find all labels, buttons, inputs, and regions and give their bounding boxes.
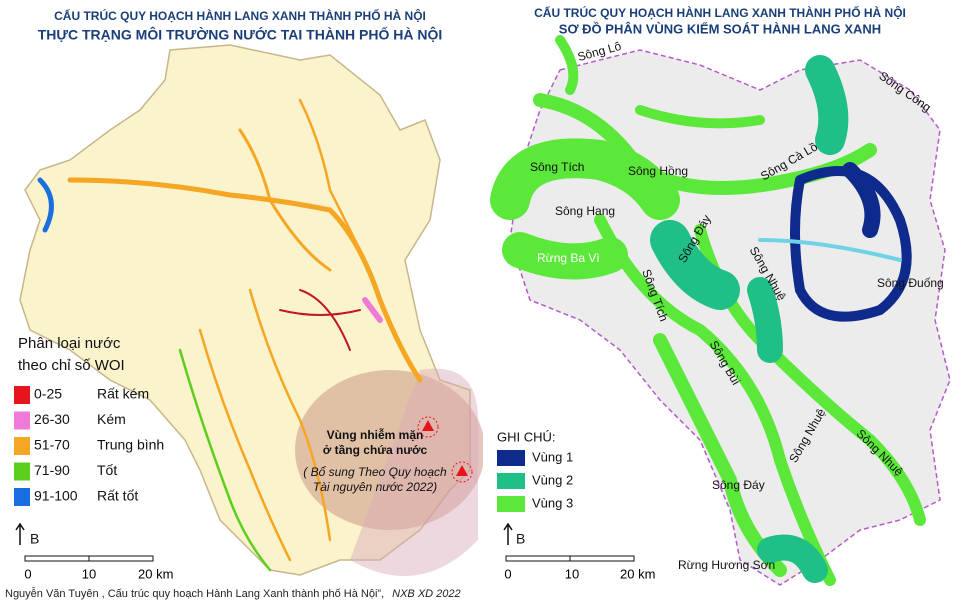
legend-label: Vùng 2 (532, 472, 573, 487)
river-label: Sông Hồng (628, 164, 688, 178)
right-subtitle: SƠ ĐỒ PHÂN VÙNG KIỂM SOÁT HÀNH LANG XANH (559, 21, 881, 36)
legend-swatch (14, 462, 30, 481)
legend-range: 26-30 (34, 411, 70, 427)
legend-swatch (14, 437, 30, 455)
scale-label: 0 (504, 566, 511, 581)
river-label: Sông Hang (555, 204, 615, 218)
site-marker (422, 420, 434, 431)
north-label: B (30, 531, 39, 547)
scale-label: 10 (565, 566, 579, 581)
scale-label: 10 (82, 566, 96, 581)
legend-range: 91-100 (34, 488, 78, 504)
salinity-zone-outer (350, 368, 478, 576)
legend-title: theo chỉ số WOI (18, 357, 125, 374)
north-arrow (15, 522, 25, 545)
credit: Nguyễn Văn Tuyên , Cấu trúc quy hoạch Hà… (5, 587, 461, 600)
credit-publisher: NXB XD 2022 (392, 588, 460, 600)
legend-label: Trung bình (97, 437, 164, 453)
scale-label: 20 km (620, 566, 655, 581)
river-label: Sông Đuống (877, 276, 944, 290)
north-label: B (516, 531, 525, 547)
legend-range: 71-90 (34, 462, 70, 478)
annotation-line: ( Bổ sung Theo Quy hoạch (303, 465, 447, 479)
right-title: CẤU TRÚC QUY HOẠCH HÀNH LANG XANH THÀNH … (534, 5, 906, 20)
legend-swatch (14, 386, 30, 404)
river-label: Sông Đáy (712, 478, 765, 492)
scale-bar (505, 555, 571, 562)
legend-label: Kém (97, 411, 126, 427)
legend-label: Vùng 1 (532, 449, 573, 464)
scale-bar (24, 555, 90, 562)
left-subtitle: THỰC TRẠNG MÔI TRƯỜNG NƯỚC TAI THÀNH PHỐ… (38, 26, 443, 43)
north-arrow (503, 522, 513, 545)
site-marker (456, 465, 468, 476)
legend-label: Vùng 3 (532, 495, 573, 510)
legend-label: Tốt (97, 462, 117, 478)
legend-swatch (497, 473, 525, 489)
annotation-line: ở tầng chứa nước (323, 443, 428, 457)
scale-bar (88, 555, 154, 562)
credit-text: Nguyễn Văn Tuyên , Cấu trúc quy hoạch Hà… (5, 587, 384, 600)
annotation-line: Tài nguyên nước 2022) (313, 480, 437, 494)
legend-swatch (14, 411, 30, 430)
forest-label: Rừng Hương Sơn (678, 558, 775, 572)
legend-range: 0-25 (34, 386, 62, 402)
legend-title: Phân loại nước (18, 335, 121, 352)
river-label: Sông Tích (530, 160, 584, 174)
salinity-annotation: Vùng nhiễm mặn ở tầng chứa nước ( Bổ sun… (303, 427, 447, 494)
legend-swatch (14, 488, 30, 506)
zones (490, 35, 926, 586)
annotation-line: Vùng nhiễm mặn (327, 427, 424, 442)
rivers (37, 98, 423, 572)
scale-bar (569, 555, 635, 562)
right-legend: Vùng 1 Vùng 2 Vùng 3 (497, 449, 573, 512)
left-title: CẤU TRÚC QUY HOẠCH HÀNH LANG XANH THÀNH … (54, 8, 426, 23)
legend-title: GHI CHÚ: (497, 429, 556, 444)
legend-swatch (497, 496, 525, 512)
legend-label: Rất tốt (97, 488, 138, 504)
legend-range: 51-70 (34, 437, 70, 453)
salinity-zone (295, 370, 485, 530)
legend-swatch (497, 450, 525, 466)
site-marker (451, 461, 473, 483)
left-legend: 0-25 Rất kém 26-30 Kém 51-70 Trung bình 71-90 T… (14, 386, 164, 506)
site-marker (417, 416, 439, 438)
legend-label: Rất kém (97, 386, 149, 402)
forest-label: Rừng Ba Vì (537, 251, 600, 265)
scale-label: 0 (24, 566, 31, 581)
scale-label: 20 km (138, 566, 173, 581)
